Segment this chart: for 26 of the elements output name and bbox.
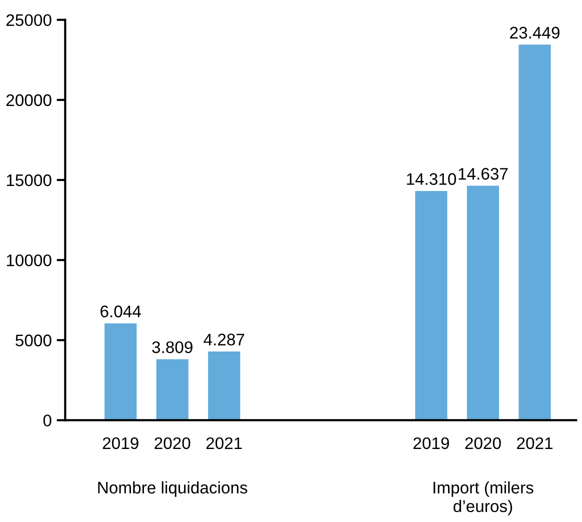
x-tick-label: 2021 <box>517 437 552 450</box>
y-tick-label: 25000 <box>6 14 52 26</box>
x-tick-label: 2020 <box>465 437 501 450</box>
x-tick-label: 2019 <box>102 437 138 450</box>
bar <box>415 191 448 420</box>
data-label: 3.809 <box>152 341 192 354</box>
data-label: 4.287 <box>204 334 244 346</box>
data-label: 6.044 <box>100 306 141 318</box>
data-label: 14.310 <box>407 173 456 185</box>
bar <box>156 359 188 420</box>
x-tick-label: 2021 <box>206 437 242 450</box>
x-tick-label: 2019 <box>414 437 449 450</box>
text: Import (milers d’euros) <box>434 481 534 516</box>
y-tick-label: 20000 <box>6 94 52 106</box>
y-tick-label: 0 <box>43 414 52 426</box>
data-label: 14.637 <box>458 168 508 180</box>
y-tick-label: 15000 <box>6 174 52 186</box>
x-tick-label: 2020 <box>154 437 190 450</box>
bar <box>208 352 240 420</box>
data-label: 23.449 <box>510 26 560 39</box>
bar <box>466 186 500 420</box>
bar <box>518 44 551 420</box>
text: Nombre liquidacions <box>98 481 248 497</box>
bar <box>104 323 137 420</box>
y-tick-label: 5000 <box>16 334 52 346</box>
y-tick-label: 10000 <box>6 254 52 266</box>
